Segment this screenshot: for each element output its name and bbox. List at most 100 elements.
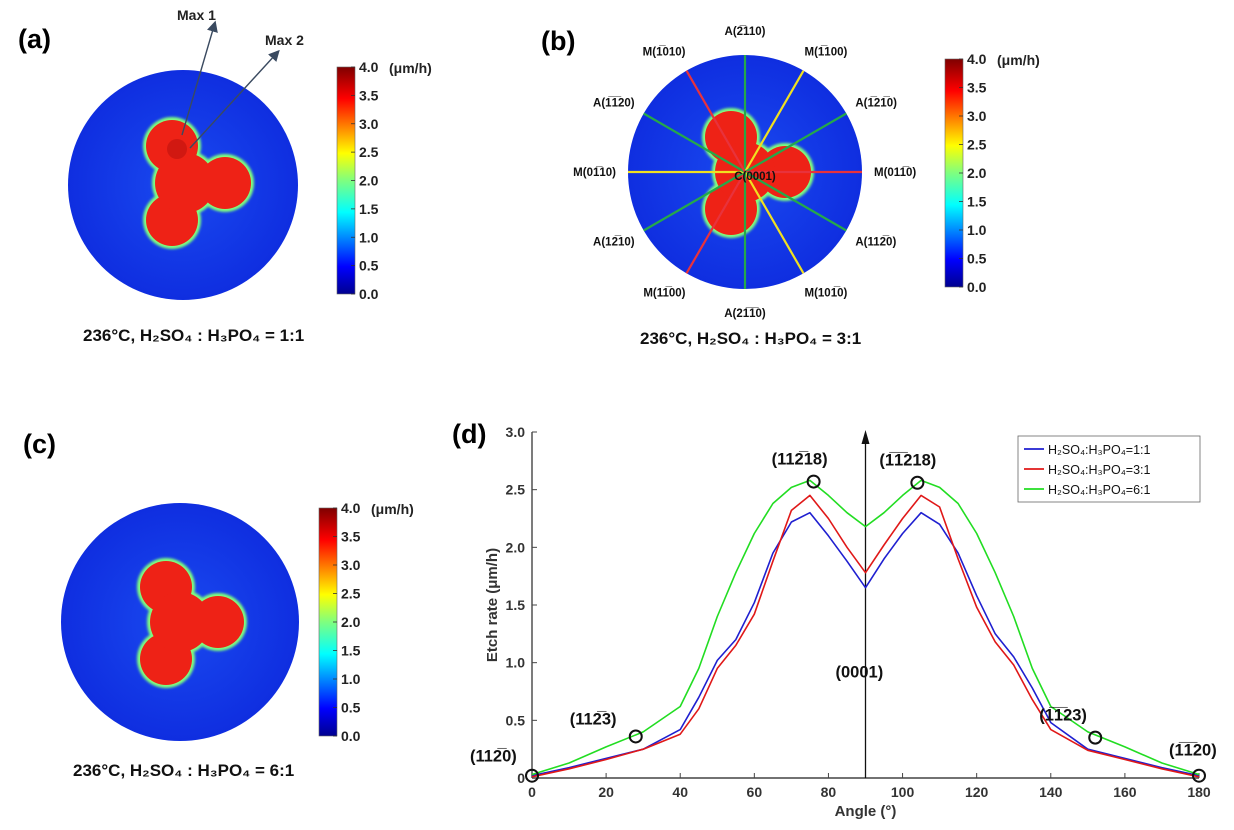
y-tick-label: 3.0: [506, 424, 526, 440]
panel-a-colorbar-tick-label: 0.0: [359, 286, 379, 302]
panel-c-etch-lobes: [137, 558, 247, 688]
direction-label: A(21̅1̅0): [724, 308, 766, 320]
panel-b-label: (b): [541, 26, 575, 56]
x-tick-label: 180: [1187, 784, 1211, 800]
direction-line: [685, 70, 746, 173]
direction-line: [744, 112, 847, 173]
panel-a: (a) Max 1 Max 2 236°C, H₂SO₄ : H₃PO₄ = 1…: [18, 7, 432, 345]
panel-b-direction-lines: [628, 55, 862, 289]
panel-d-label: (d): [452, 419, 486, 449]
direction-label: A(1̅1̅20): [593, 98, 635, 110]
marker-circle: [806, 474, 821, 489]
legend-entry: H₂SO₄:H₃PO₄=6:1: [1048, 483, 1151, 497]
y-tick-label: 2.0: [506, 539, 526, 555]
panel-c-colorbar-unit: (μm/h): [371, 501, 414, 517]
panel-c-label: (c): [23, 429, 56, 459]
direction-label: M(1̅100): [805, 47, 848, 59]
max2-arrow: [189, 49, 280, 149]
marker-circle: [525, 768, 539, 783]
panel-b-colorbar-tick-label: 0.0: [967, 279, 987, 295]
direction-line: [685, 171, 746, 274]
panel-c-colorbar-tick-label: 0.5: [341, 700, 361, 716]
y-axis-label: Etch rate (μm/h): [484, 548, 501, 662]
x-tick-label: 80: [821, 784, 837, 800]
marker-label: (112̅0): [470, 748, 517, 766]
panel-a-colorbar-tick-label: 2.5: [359, 144, 379, 160]
series-line-1: [531, 511, 1200, 777]
direction-label: A(12̅10): [593, 237, 635, 249]
marker-circle: [1088, 730, 1103, 745]
direction-label: M(101̅0): [805, 287, 848, 299]
x-axis-label: Angle (°): [835, 803, 897, 820]
direction-label: A(2̅110): [725, 26, 766, 38]
panel-a-caption: 236°C, H₂SO₄ : H₃PO₄ = 1:1: [83, 326, 304, 345]
direction-label: A(112̅0): [855, 237, 896, 249]
marker-label: (0001): [836, 664, 884, 682]
direction-label: M(1̅010): [643, 47, 686, 59]
y-tick-label: 0.5: [506, 712, 526, 728]
panel-a-colorbar-tick-label: 4.0: [359, 59, 379, 75]
direction-line: [744, 171, 805, 274]
panel-a-colorbar-unit: (μm/h): [389, 60, 432, 76]
y-tick-label: 1.0: [506, 655, 526, 671]
panel-c-colorbar-tick-label: 3.5: [341, 529, 361, 545]
legend-entry: H₂SO₄:H₃PO₄=3:1: [1048, 463, 1151, 477]
marker-circle: [628, 729, 643, 744]
x-tick-label: 20: [598, 784, 614, 800]
y-tick-label: 2.5: [506, 482, 526, 498]
panel-a-colorbar-tick-label: 1.0: [359, 229, 379, 245]
y-tick-label: 0: [517, 770, 525, 786]
marker-label: (1̅1̅20): [1169, 742, 1217, 760]
x-tick-label: 40: [672, 784, 688, 800]
panel-a-label: (a): [18, 24, 51, 54]
panel-b-colorbar-tick-label: 3.0: [967, 108, 987, 124]
marker-circle: [910, 475, 925, 490]
panel-b-colorbar-tick-label: 3.5: [967, 80, 987, 96]
panel-c-colorbar-tick-label: 1.0: [341, 671, 361, 687]
panel-b-colorbar-tick-label: 2.0: [967, 165, 987, 181]
direction-label: A(1̅21̅0): [855, 98, 897, 110]
panel-a-colorbar-tick-label: 2.0: [359, 173, 379, 189]
panel-c-colorbar-tick-label: 2.5: [341, 586, 361, 602]
center-axis-arrowhead: [861, 430, 870, 444]
x-tick-label: 160: [1113, 784, 1137, 800]
legend-box: [1017, 435, 1201, 503]
panel-b-center-label: C(0001): [734, 171, 776, 183]
legend: H₂SO₄:H₃PO₄=1:1 H₂SO₄:H₃PO₄=3:1 H₂SO₄:H₃PO…: [1017, 435, 1201, 503]
x-tick-label: 60: [747, 784, 763, 800]
panel-a-colorbar-tick-label: 3.0: [359, 116, 379, 132]
panel-a-colorbar-tick-label: 3.5: [359, 87, 379, 103]
panel-a-colorbar-tick-label: 0.5: [359, 258, 379, 274]
panel-b-caption: 236°C, H₂SO₄ : H₃PO₄ = 3:1: [640, 329, 861, 348]
panel-c-colorbar-tick-label: 4.0: [341, 500, 361, 516]
panel-d: (d) 0 20 40 60 80 100 120 140 160 180 0 0.5 1.0 1.5 2.…: [452, 419, 1217, 820]
x-tick-label: 0: [528, 784, 536, 800]
series-line-2: [531, 494, 1200, 778]
panel-b-colorbar: 4.0 3.5 3.0 2.5 2.0 1.5 1.0 0.5 0.0 (μm/h): [944, 51, 1040, 295]
direction-line: [744, 171, 847, 232]
marker-label: (112̅18): [772, 451, 828, 469]
marker-label: (112̅3): [570, 710, 617, 728]
marker-circle: [1192, 768, 1206, 783]
panel-c-colorbar-tick-label: 1.5: [341, 643, 361, 659]
max1-label: Max 1: [177, 7, 216, 23]
panel-c-colorbar-tick-label: 2.0: [341, 614, 361, 630]
marker-label: (1̅1̅23): [1039, 707, 1087, 725]
direction-label: M(01̅10): [573, 167, 616, 179]
x-tick-label: 140: [1039, 784, 1063, 800]
max1-arrow: [181, 20, 218, 136]
direction-label: M(011̅0): [874, 167, 916, 179]
y-tick-label: 1.5: [506, 597, 526, 613]
x-tick-label: 120: [965, 784, 989, 800]
direction-label: M(11̅00): [643, 287, 685, 299]
panel-b-direction-labels: A(2̅110) M(1̅100) A(1̅21̅0) M(011̅0) A(112̅0…: [573, 26, 916, 320]
panel-b-colorbar-tick-label: 4.0: [967, 51, 987, 67]
panel-a-etch-lobes: [143, 117, 254, 249]
marker-label: (1̅1̅218): [879, 452, 936, 470]
direction-line: [643, 112, 746, 173]
panel-b-colorbar-unit: (μm/h): [997, 52, 1040, 68]
panel-c-colorbar-tick-label: 0.0: [341, 728, 361, 744]
panel-a-colorbar: 4.0 3.5 3.0 2.5 2.0 1.5 1.0 0.5 0.0 (μm/h): [336, 59, 432, 302]
panel-c-caption: 236°C, H₂SO₄ : H₃PO₄ = 6:1: [73, 761, 294, 780]
